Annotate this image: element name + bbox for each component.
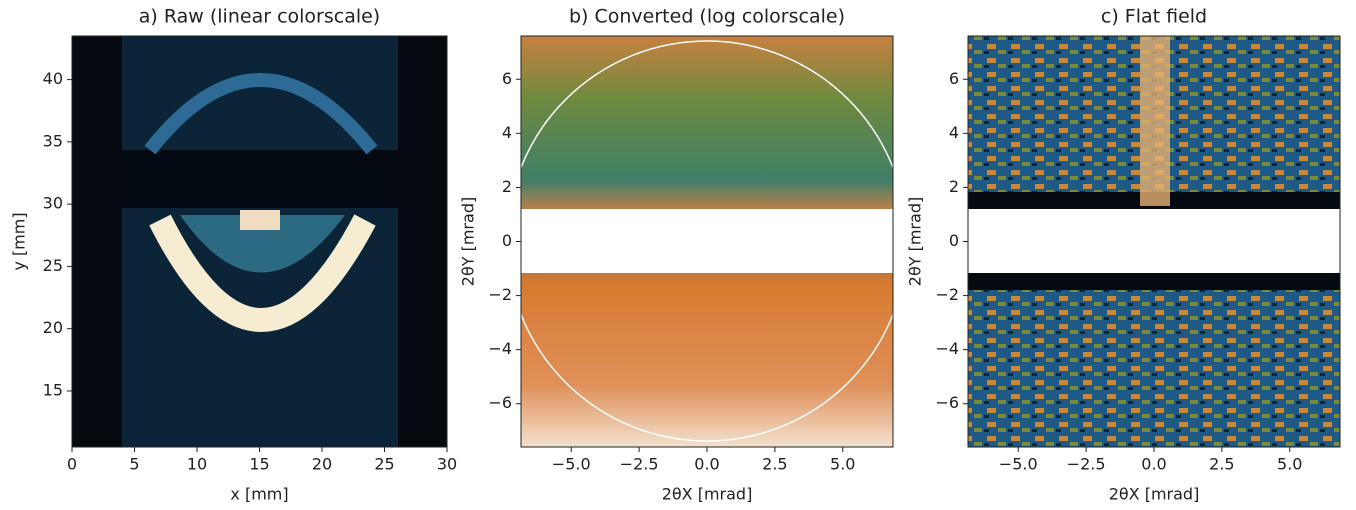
x-tick-label: −2.5: [1067, 455, 1106, 474]
y-tick-label: 0: [949, 231, 959, 250]
y-tick-label: −4: [935, 339, 959, 358]
x-tick-label: 5.0: [1277, 455, 1302, 474]
x-tick-label: 20: [312, 455, 332, 474]
panel-title: c) Flat field: [1101, 6, 1207, 28]
y-tick-label: 0: [502, 231, 512, 250]
x-tick-label: −5.0: [552, 455, 591, 474]
panel-title: a) Raw (linear colorscale): [139, 6, 380, 28]
y-tick-label: −6: [488, 393, 512, 412]
x-axis-label: 2θX [mrad]: [662, 485, 753, 504]
y-axis-label: 2θY [mrad]: [906, 197, 925, 286]
y-tick-label: 4: [949, 123, 959, 142]
y-axis-label: y [mm]: [10, 212, 29, 270]
y-tick-label: 2: [502, 177, 512, 196]
x-tick-label: 10: [187, 455, 207, 474]
y-tick-label: −2: [488, 285, 512, 304]
y-tick-label: −2: [935, 285, 959, 304]
x-axis-label: 2θX [mrad]: [1109, 485, 1200, 504]
image-b: [521, 36, 893, 447]
y-tick-label: −4: [488, 339, 512, 358]
y-tick-label: 25: [43, 256, 63, 275]
x-tick-label: 5.0: [830, 455, 855, 474]
image-a: [72, 36, 447, 447]
x-tick-label: 5: [129, 455, 139, 474]
x-tick-label: 2.5: [762, 455, 787, 474]
image-c: [968, 36, 1340, 447]
x-tick-label: 0.0: [1141, 455, 1166, 474]
x-tick-label: 0.0: [694, 455, 719, 474]
x-tick-label: 0: [67, 455, 77, 474]
y-tick-label: 15: [43, 380, 63, 399]
x-tick-label: −2.5: [620, 455, 659, 474]
y-tick-label: 40: [43, 69, 63, 88]
x-tick-label: −5.0: [999, 455, 1038, 474]
y-tick-label: 30: [43, 194, 63, 213]
x-tick-label: 25: [374, 455, 394, 474]
x-axis-label: x [mm]: [230, 485, 288, 504]
y-axis-label: 2θY [mrad]: [459, 197, 478, 286]
y-tick-label: −6: [935, 393, 959, 412]
x-tick-label: 2.5: [1209, 455, 1234, 474]
y-tick-label: 20: [43, 318, 63, 337]
y-tick-label: 35: [43, 131, 63, 150]
y-tick-label: 6: [502, 69, 512, 88]
y-tick-label: 4: [502, 123, 512, 142]
x-tick-label: 30: [437, 455, 457, 474]
y-tick-label: 6: [949, 69, 959, 88]
x-tick-label: 15: [249, 455, 269, 474]
panel-title: b) Converted (log colorscale): [569, 6, 845, 28]
y-tick-label: 2: [949, 177, 959, 196]
